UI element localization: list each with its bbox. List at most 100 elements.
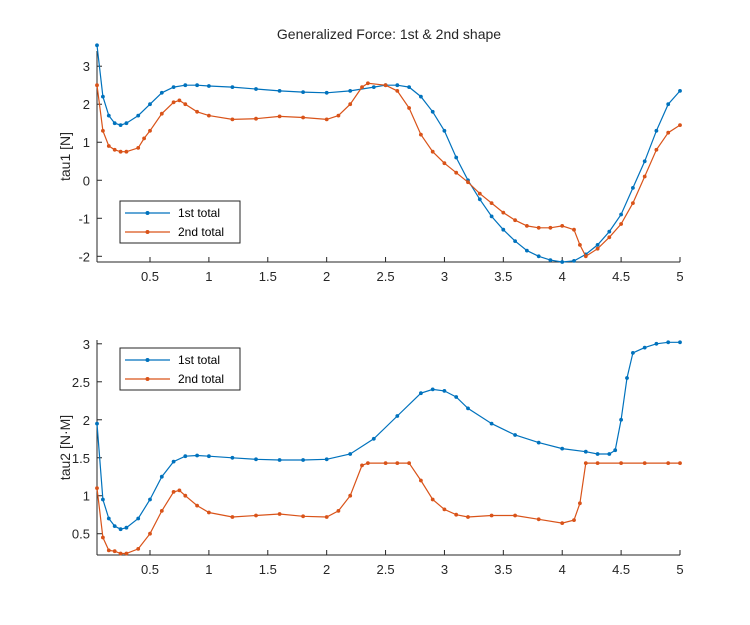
plot2-series-2-point <box>324 515 329 519</box>
plot1-series-1-point <box>301 90 305 94</box>
plot2-legend-box <box>119 347 241 391</box>
plot2-x-tick-label: 5 <box>676 562 683 577</box>
plot2-series-1-point <box>148 497 152 502</box>
plot2-series-2-point <box>230 515 235 519</box>
plot-tau1: 0.5 1 1.5 2 2.5 3 3.5 4 4.5 5 -2 -1 0 1 2 3 tau1 [N] 1st … <box>57 43 684 284</box>
plot2-series-2-point <box>419 478 423 483</box>
plot2-series-2-point <box>360 463 364 468</box>
plot1-series-2-point <box>254 116 258 121</box>
plot1-series-1-point <box>419 94 423 99</box>
plot1-series-1-point <box>254 87 258 91</box>
plot1-series-1-point <box>407 85 411 89</box>
plot2-series-1-point <box>678 340 682 345</box>
plot1-series-2-point <box>159 111 164 116</box>
plot1-series-1-point <box>118 123 123 127</box>
plot2-x-tick-label: 4.5 <box>612 562 630 577</box>
plot2-legend-marker-1 <box>145 358 150 362</box>
plot1-series-2-point <box>183 102 188 107</box>
plot1-series-2-point <box>595 246 600 251</box>
plot1-series-2-point <box>489 201 494 206</box>
plot2-series-2-point <box>583 461 588 465</box>
plot2-series-2-point <box>619 461 623 465</box>
plot2-series-2-point <box>383 461 388 465</box>
plot2-series-2-point <box>536 517 541 522</box>
plot1-x-tick-label: 5 <box>676 269 683 284</box>
plot1-legend-marker-2 <box>145 230 150 234</box>
plot1-x-tick-label: 0.5 <box>141 269 159 284</box>
plot2-series-1-point <box>324 457 329 462</box>
plot2-series-1-point <box>625 376 629 380</box>
plot1-series-1-point <box>607 229 612 234</box>
plot1-legend-box <box>119 200 241 244</box>
plot1-series-2-point <box>366 81 370 86</box>
plot2-series-1-point <box>230 455 235 460</box>
plot1-series-2-point <box>619 222 623 226</box>
plot1-y-tick-label: 1 <box>83 135 90 150</box>
plot1-series-2-point <box>277 114 282 119</box>
plot1-series-2-point <box>454 170 459 175</box>
plot1-x-tick-label: 1.5 <box>259 269 277 284</box>
plot1-series-2-point <box>142 136 147 141</box>
plot1-series-2-point <box>442 161 447 166</box>
plot2-series-2-point <box>106 548 111 553</box>
plot2-series-1-point <box>254 457 258 462</box>
plot1-series-2-point <box>419 132 423 137</box>
plot2-y-tick-label: 2.5 <box>72 375 90 390</box>
plot1-series-1-point <box>548 258 553 262</box>
plot2-series-1-point <box>489 421 494 426</box>
plot2-series-1-point <box>654 341 659 346</box>
plot2-y-label: tau2 [N·M] <box>57 415 73 480</box>
plot2-series-2-point <box>466 515 470 519</box>
plot2-series-1-point <box>631 351 635 355</box>
plot1-series-2-point <box>207 113 211 118</box>
plot2-x-tick-label: 3 <box>441 562 448 577</box>
plot2-series-1-point <box>442 389 447 393</box>
plot1-series-2-point <box>631 201 635 206</box>
plot2-series-1-point <box>513 433 517 437</box>
plot1-series-2-point <box>230 117 235 122</box>
plot2-series-1-point <box>395 414 400 418</box>
plot2-legend-marker-2 <box>145 377 150 381</box>
plot1-legend-marker-1 <box>145 211 150 215</box>
plot2-series-2-point <box>348 493 353 498</box>
plot2-series-1-point <box>171 459 176 464</box>
plot1-series-1-point <box>560 260 565 264</box>
plot2-series-1-point <box>536 440 541 445</box>
plot1-legend-label-1: 1st total <box>178 206 220 220</box>
plot2-legend: 1st total 2nd total <box>119 347 241 391</box>
plot1-series-1-point <box>395 83 400 88</box>
plot1-series-1-point <box>678 89 682 93</box>
plot1-series-1-point <box>430 109 435 114</box>
plot2-x-tick-label: 2 <box>323 562 330 577</box>
plot2-x-tick-label: 2.5 <box>377 562 395 577</box>
plot2-series-1-point <box>454 395 459 399</box>
plot2-series-2-point <box>513 513 517 518</box>
plot1-series-2-point <box>360 85 364 89</box>
plot2-x-tick-label: 0.5 <box>141 562 159 577</box>
plot1-y-tick-label: -1 <box>78 211 90 226</box>
plot2-y-tick-label: 1.5 <box>72 451 90 466</box>
plot2-series-1-point <box>301 458 305 462</box>
plot1-y-tick-label: 3 <box>83 59 90 74</box>
plot1-series-1-point <box>112 121 117 126</box>
plot2-y-tick-label: 3 <box>83 337 90 352</box>
plot2-series-2-point <box>578 501 582 506</box>
plot2-series-1-point <box>466 406 470 411</box>
plot1-series-1-point <box>171 85 176 89</box>
plot1-x-tick-label: 3 <box>441 269 448 284</box>
plot1-series-2-point <box>112 147 117 152</box>
plot1-series-1-point <box>525 248 529 253</box>
plot1-legend-label-2: 2nd total <box>178 225 224 239</box>
plot1-series-2-point <box>466 180 470 185</box>
plot1-series-2-point <box>501 210 506 215</box>
plot1-series-1-line <box>96 45 681 263</box>
plot2-series-2-point <box>301 514 305 519</box>
plot1-series-1-point <box>207 84 211 88</box>
plot2-legend-label-1: 1st total <box>178 353 220 367</box>
plot1-series-1-point <box>136 113 141 118</box>
plot2-series-1-point <box>277 458 282 462</box>
plot2-series-2-point <box>572 518 576 522</box>
plot1-x-tick-label: 2 <box>323 269 330 284</box>
plot1-series-2-point <box>583 254 588 259</box>
plot2-series-1-point <box>419 391 423 396</box>
